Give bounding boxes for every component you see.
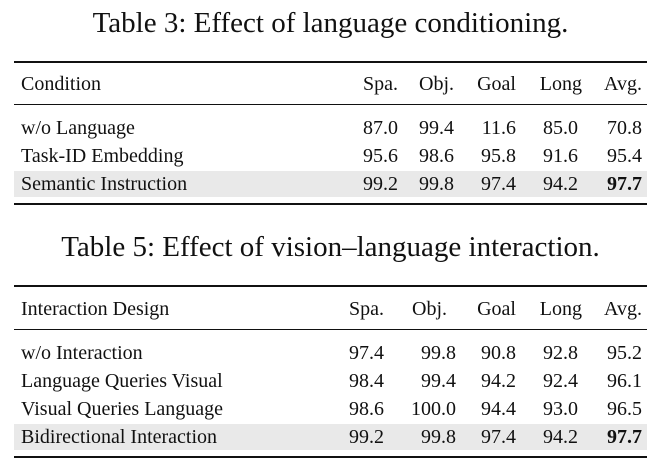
cell-avg: 70.8 bbox=[607, 117, 642, 139]
cell-avg: 96.5 bbox=[607, 398, 642, 420]
table-3-header-avg: Avg. bbox=[604, 73, 642, 95]
cell-obj: 99.8 bbox=[421, 342, 456, 364]
cell-avg-best: 97.7 bbox=[607, 173, 642, 195]
table-5-header-spa: Spa. bbox=[349, 298, 384, 320]
cell-goal: 97.4 bbox=[481, 426, 516, 448]
row-label: Visual Queries Language bbox=[21, 398, 224, 420]
cell-obj: 98.6 bbox=[419, 145, 454, 167]
row-label: Semantic Instruction bbox=[21, 173, 188, 195]
table-3-header-spa: Spa. bbox=[363, 73, 398, 95]
cell-obj: 100.0 bbox=[411, 398, 456, 420]
cell-long: 91.6 bbox=[543, 145, 578, 167]
table-3-header-obj: Obj. bbox=[419, 73, 454, 95]
cell-obj: 99.4 bbox=[421, 370, 456, 392]
cell-long: 92.4 bbox=[543, 370, 578, 392]
table-3-caption: Table 3: Effect of language conditioning… bbox=[92, 7, 569, 39]
table-5-header-long: Long bbox=[539, 298, 582, 320]
table-3-mid-rule bbox=[14, 104, 647, 105]
cell-goal: 95.8 bbox=[481, 145, 516, 167]
table-3-bottom-rule bbox=[14, 203, 647, 205]
cell-avg: 95.2 bbox=[607, 342, 642, 364]
table-5-bottom-rule bbox=[14, 456, 647, 458]
cell-obj: 99.4 bbox=[419, 117, 454, 139]
table-3-top-rule bbox=[14, 61, 647, 63]
row-label: Bidirectional Interaction bbox=[21, 426, 218, 448]
table-5-header-avg: Avg. bbox=[604, 298, 642, 320]
cell-goal: 11.6 bbox=[481, 117, 516, 139]
table-3-header-condition: Condition bbox=[21, 73, 102, 95]
cell-long: 93.0 bbox=[543, 398, 578, 420]
cell-long: 94.2 bbox=[543, 173, 578, 195]
cell-spa: 99.2 bbox=[363, 173, 398, 195]
row-label: Language Queries Visual bbox=[21, 370, 223, 392]
table-5-header-goal: Goal bbox=[477, 298, 516, 320]
table-5-header-interaction-design: Interaction Design bbox=[21, 298, 170, 320]
cell-long: 92.8 bbox=[543, 342, 578, 364]
cell-spa: 97.4 bbox=[349, 342, 384, 364]
row-label: w/o Language bbox=[21, 117, 135, 139]
row-label: w/o Interaction bbox=[21, 342, 143, 364]
row-label: Task-ID Embedding bbox=[21, 145, 184, 167]
cell-goal: 94.4 bbox=[481, 398, 516, 420]
cell-goal: 97.4 bbox=[481, 173, 516, 195]
cell-spa: 99.2 bbox=[349, 426, 384, 448]
highlight-row-background bbox=[14, 424, 647, 450]
cell-goal: 90.8 bbox=[481, 342, 516, 364]
table-5-mid-rule bbox=[14, 329, 647, 330]
cell-long: 94.2 bbox=[543, 426, 578, 448]
cell-spa: 95.6 bbox=[363, 145, 398, 167]
cell-avg: 95.4 bbox=[607, 145, 642, 167]
cell-spa: 98.6 bbox=[349, 398, 384, 420]
cell-long: 85.0 bbox=[543, 117, 578, 139]
cell-obj: 99.8 bbox=[419, 173, 454, 195]
cell-obj: 99.8 bbox=[421, 426, 456, 448]
table-5-header-obj: Obj. bbox=[412, 298, 447, 320]
cell-avg: 96.1 bbox=[607, 370, 642, 392]
cell-avg-best: 97.7 bbox=[607, 426, 642, 448]
table-3-header-long: Long bbox=[539, 73, 582, 95]
cell-spa: 98.4 bbox=[349, 370, 384, 392]
cell-spa: 87.0 bbox=[363, 117, 398, 139]
highlight-row-background bbox=[14, 171, 647, 197]
table-5-caption: Table 5: Effect of vision–language inter… bbox=[61, 231, 600, 263]
cell-goal: 94.2 bbox=[481, 370, 516, 392]
table-3-header-goal: Goal bbox=[477, 73, 516, 95]
table-5-top-rule bbox=[14, 285, 647, 287]
